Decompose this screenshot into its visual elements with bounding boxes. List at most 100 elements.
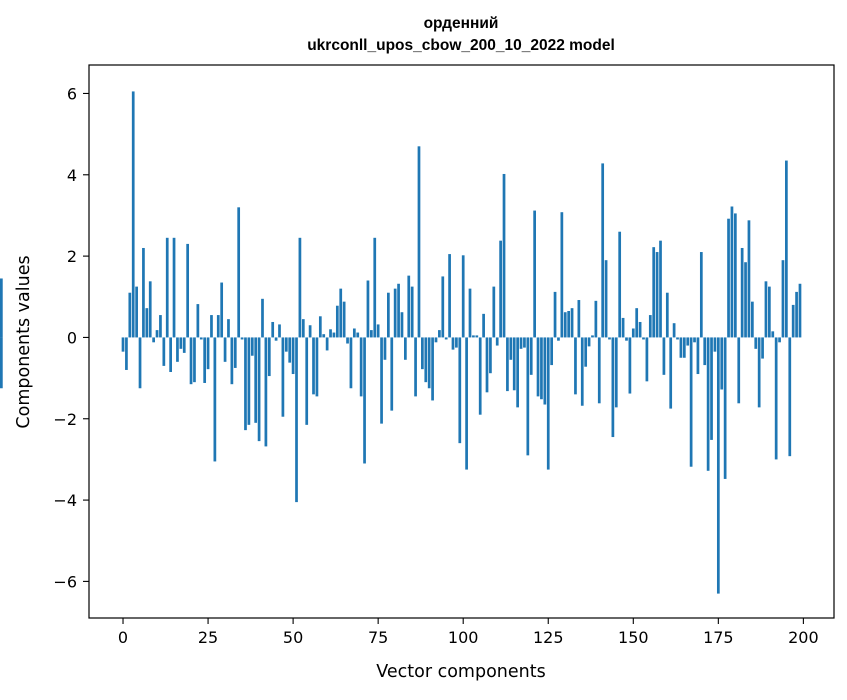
bar-196 [788,337,792,457]
chart-title-line-2: ukrconll_upos_cbow_200_10_2022 model [307,37,615,54]
bar-37 [247,337,251,425]
bar-30 [223,337,227,362]
bar-42 [264,337,268,447]
bar-188 [761,337,764,359]
bar-43 [267,337,271,377]
bar-13 [165,237,169,338]
bar-34 [237,207,241,338]
bar-4 [135,286,138,338]
y-tick-label: 4 [67,166,77,185]
bar-197 [791,304,795,338]
bar-164 [679,337,683,358]
bar-162 [672,323,676,338]
bar-1 [125,337,128,370]
bar-99 [458,337,462,444]
y-tick-label: 0 [67,328,77,347]
bar-186 [754,337,758,349]
x-tick-label: 125 [533,628,564,647]
bar-102 [468,288,472,338]
y-tick-label: 6 [67,84,77,103]
bar-137 [587,337,591,347]
bar-23 [199,337,203,340]
bar-72 [366,280,370,338]
bar-19 [186,243,190,338]
bar-100 [461,255,465,338]
bar-146 [618,231,622,338]
bar-117 [519,337,523,349]
bar-68 [352,328,356,338]
bar-41 [261,298,264,338]
bar-45 [274,337,278,341]
bar-76 [380,337,383,424]
bar-60 [325,337,329,351]
bar-40 [257,337,261,442]
bar-73 [369,330,373,338]
bar-79 [390,337,394,411]
bar-104 [475,335,479,338]
bar-31 [227,319,230,338]
bar-57 [315,337,319,397]
bar-109 [492,286,496,338]
bar-153 [642,337,645,340]
bar-141 [601,163,605,338]
bar-193 [778,337,781,343]
bar-97 [451,337,455,350]
y-tick-label: 2 [67,247,77,266]
bar-39 [254,337,258,423]
bar-38 [250,337,254,356]
bar-180 [733,213,737,338]
bar-125 [546,337,550,470]
bar-127 [553,291,557,338]
bar-111 [499,240,502,338]
x-tick-label: 25 [198,628,218,647]
bar-176 [720,337,724,390]
bar-198 [795,291,798,338]
bar-91 [431,337,434,401]
bar-12 [162,337,166,366]
bar-20 [189,337,193,385]
bar-155 [648,315,652,338]
bar-85 [410,286,414,338]
bar-114 [509,337,513,360]
bar-110 [495,337,499,346]
y-axis-ticks: −6 −4 −2 0 2 4 6 [53,84,89,591]
bar-128 [557,337,560,341]
bar-56 [312,337,315,395]
bar-80 [393,288,397,338]
bar-48 [284,337,288,352]
bar-46 [278,324,281,338]
bar-139 [594,300,598,338]
bar-101 [465,337,468,470]
bar-183 [744,262,747,338]
bar-17 [179,337,183,349]
bar-67 [349,337,353,389]
x-axis-ticks: 0 25 50 75 100 125 150 175 200 [118,618,819,647]
bar-170 [699,252,703,338]
bar-11 [159,315,162,338]
bar-130 [563,312,567,338]
bar-82 [400,312,404,338]
bar-89 [424,337,428,383]
bar-26 [210,315,213,338]
bar-181 [737,337,741,404]
x-tick-label: 50 [283,628,303,647]
bar-140 [597,337,601,404]
bar-145 [614,337,618,408]
bar-185 [751,301,754,338]
x-tick-label: 75 [368,628,388,647]
bar-84 [407,275,411,338]
bar-160 [665,292,669,338]
bar-36 [244,337,247,431]
x-tick-label: 0 [118,628,128,647]
bar-182 [740,247,744,338]
bar-69 [356,332,360,338]
bar-78 [387,292,390,338]
bar-135 [580,337,584,406]
y-axis-label: Components values [14,255,34,428]
bar-168 [693,337,696,343]
bar-189 [764,281,768,338]
bar-119 [526,337,530,456]
bar-54 [305,337,309,425]
bar-47 [281,337,285,417]
